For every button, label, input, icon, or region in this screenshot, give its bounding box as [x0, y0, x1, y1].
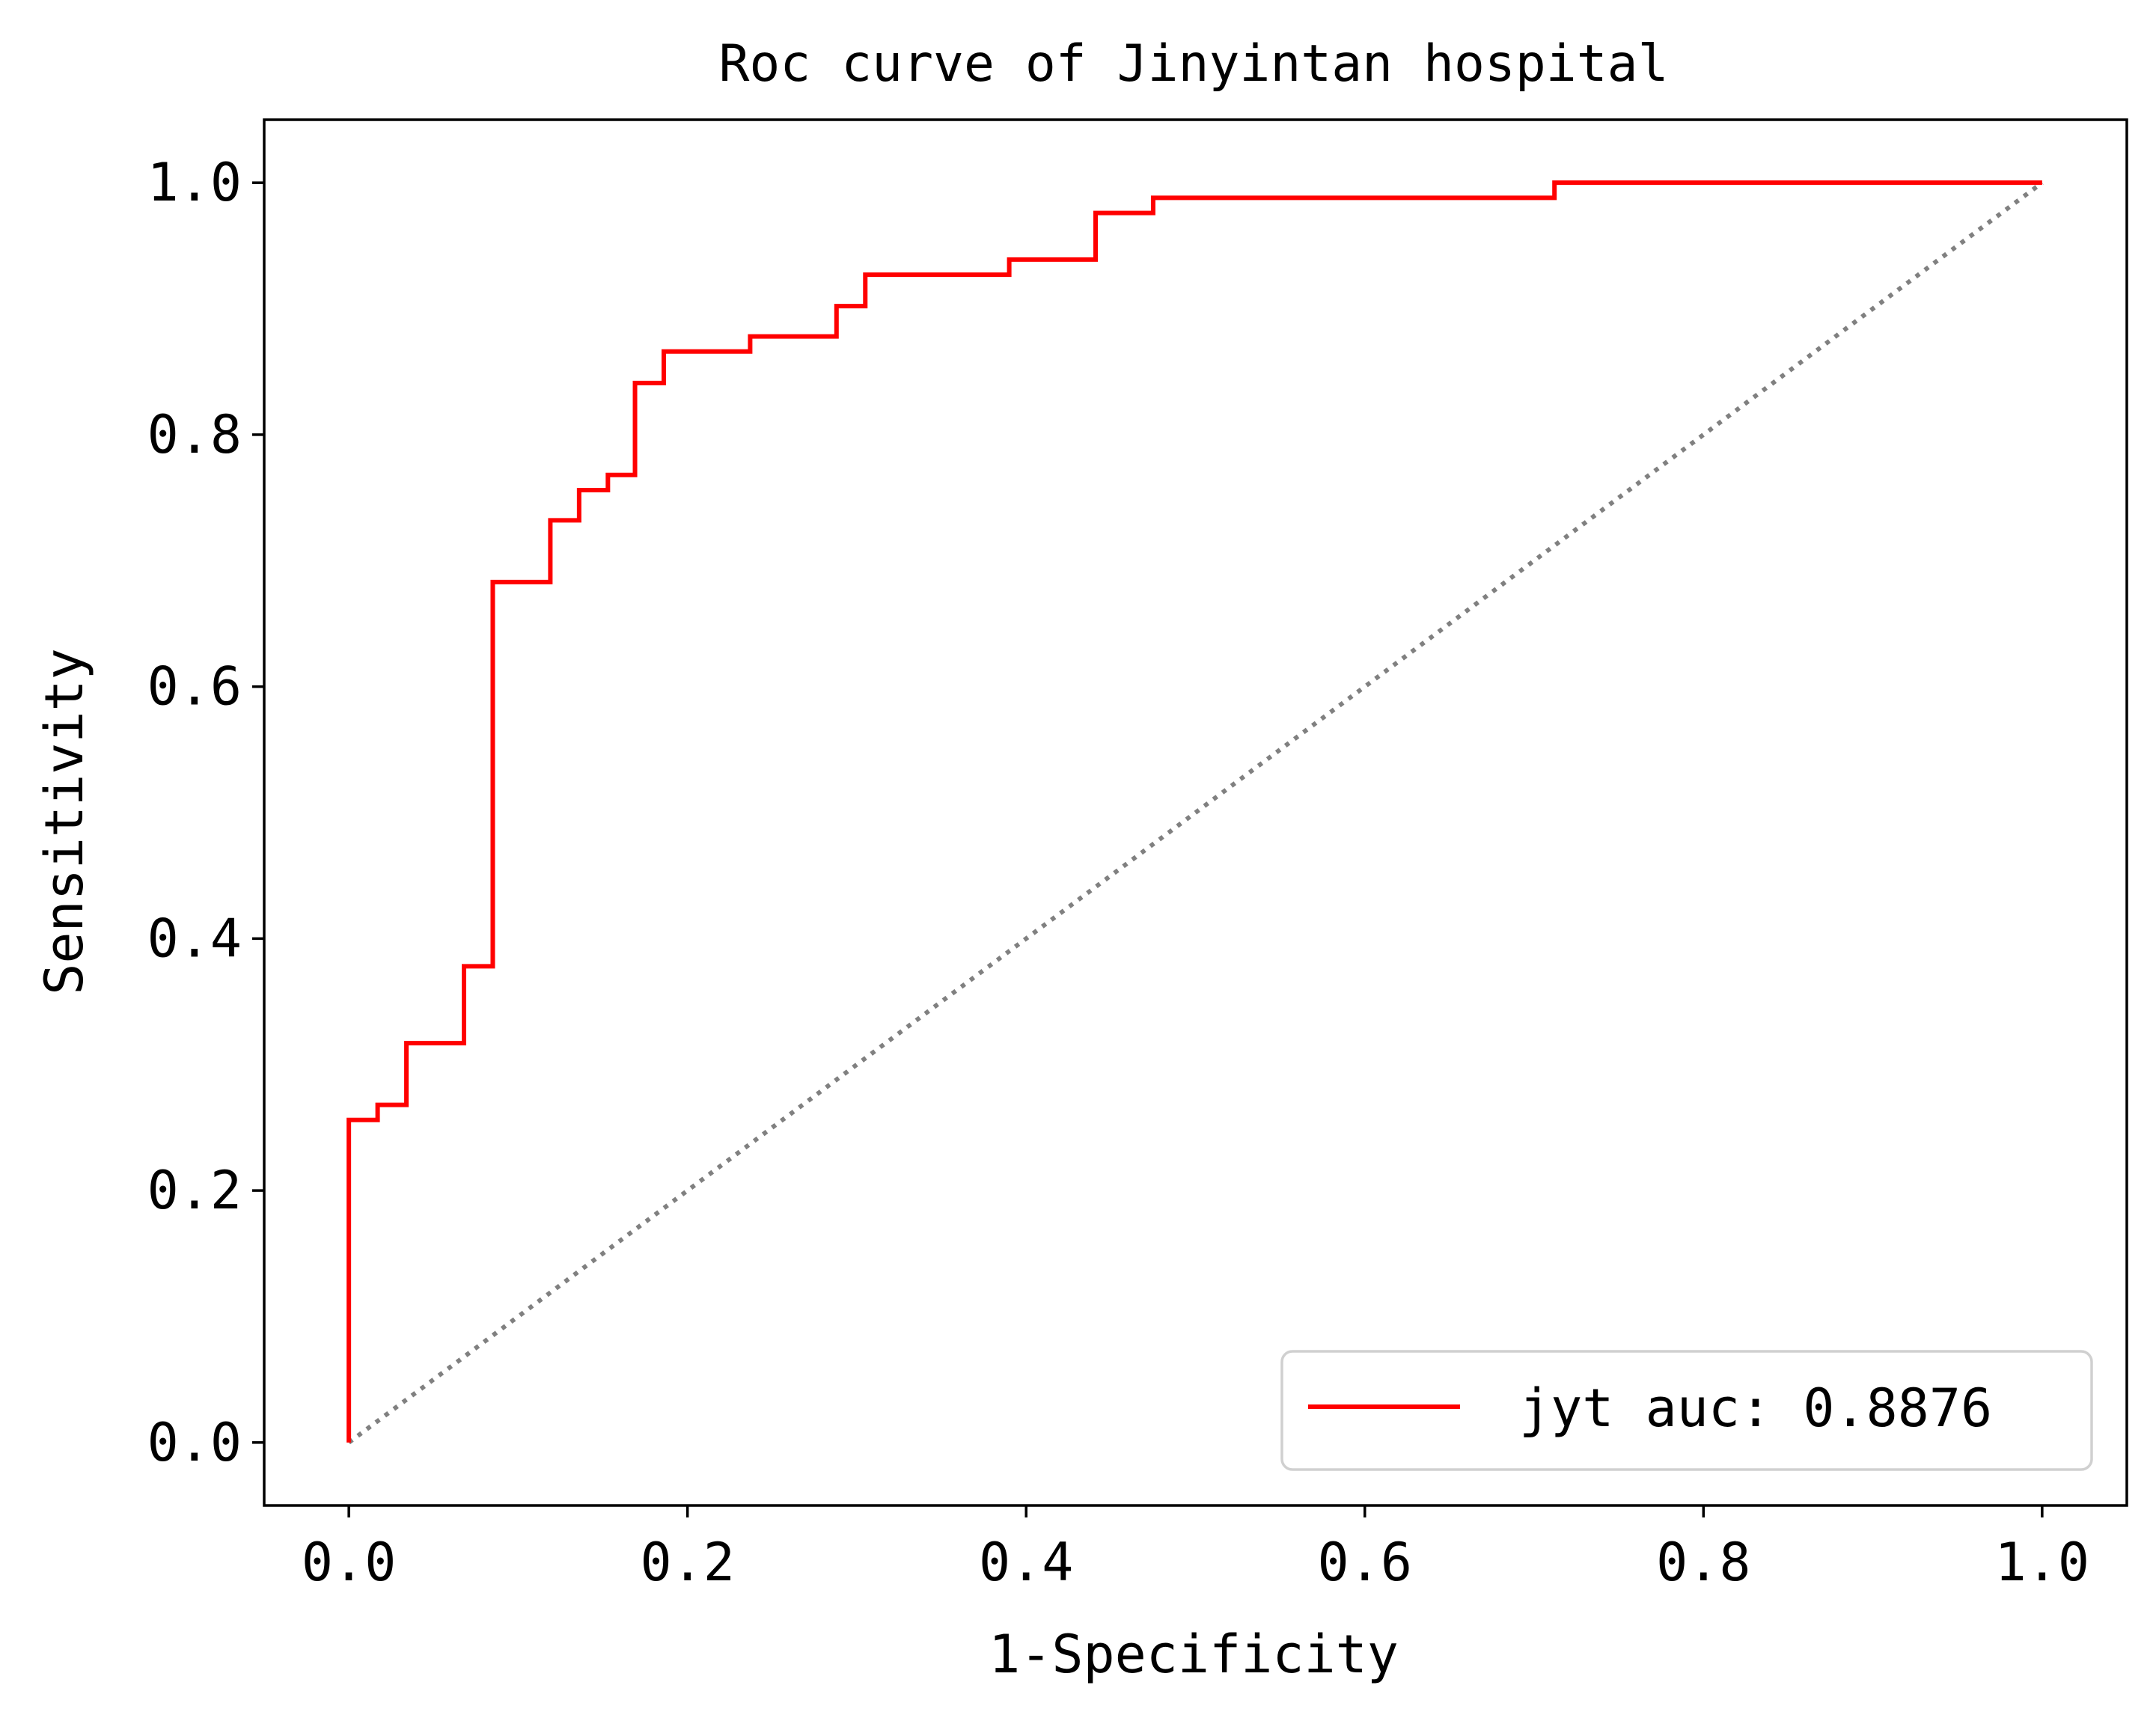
reference-diagonal-line [347, 180, 2044, 1445]
series-layer [346, 180, 2044, 1445]
chart-title: Roc curve of Jinyintan hospital [718, 34, 1668, 94]
x-axis-label: 1-Specificity [989, 1624, 1399, 1685]
legend: jyt auc: 0.8876 [1280, 1350, 2093, 1471]
x-tick-label: 0.4 [979, 1532, 1073, 1593]
y-axis-label: Sensitivity [34, 648, 95, 995]
y-tick-label: 1.0 [147, 152, 242, 213]
x-tick-label: 0.6 [1318, 1532, 1412, 1593]
x-tick-label: 0.0 [302, 1532, 396, 1593]
plot-frame [263, 118, 2128, 1507]
plot-area: 0.0 0.2 0.4 0.6 0.8 1.0 0.0 0.2 0.4 0.6 0.8 1.0 [147, 118, 2128, 1593]
y-tick-label: 0.6 [147, 656, 242, 718]
y-tick-label: 0.8 [147, 404, 242, 465]
x-tick-label: 0.8 [1656, 1532, 1750, 1593]
x-axis-ticks: 0.0 0.2 0.4 0.6 0.8 1.0 [302, 1505, 2089, 1593]
roc-curve-line-0 [346, 180, 2042, 1443]
legend-label: jyt auc: 0.8876 [1519, 1378, 1992, 1439]
y-tick-label: 0.2 [147, 1160, 242, 1221]
x-tick-label: 1.0 [1995, 1532, 2089, 1593]
y-axis-ticks: 0.0 0.2 0.4 0.6 0.8 1.0 [147, 152, 264, 1473]
y-tick-label: 0.0 [147, 1412, 242, 1473]
y-tick-label: 0.4 [147, 908, 242, 969]
x-tick-label: 0.2 [640, 1532, 734, 1593]
legend-box [1280, 1350, 2093, 1471]
